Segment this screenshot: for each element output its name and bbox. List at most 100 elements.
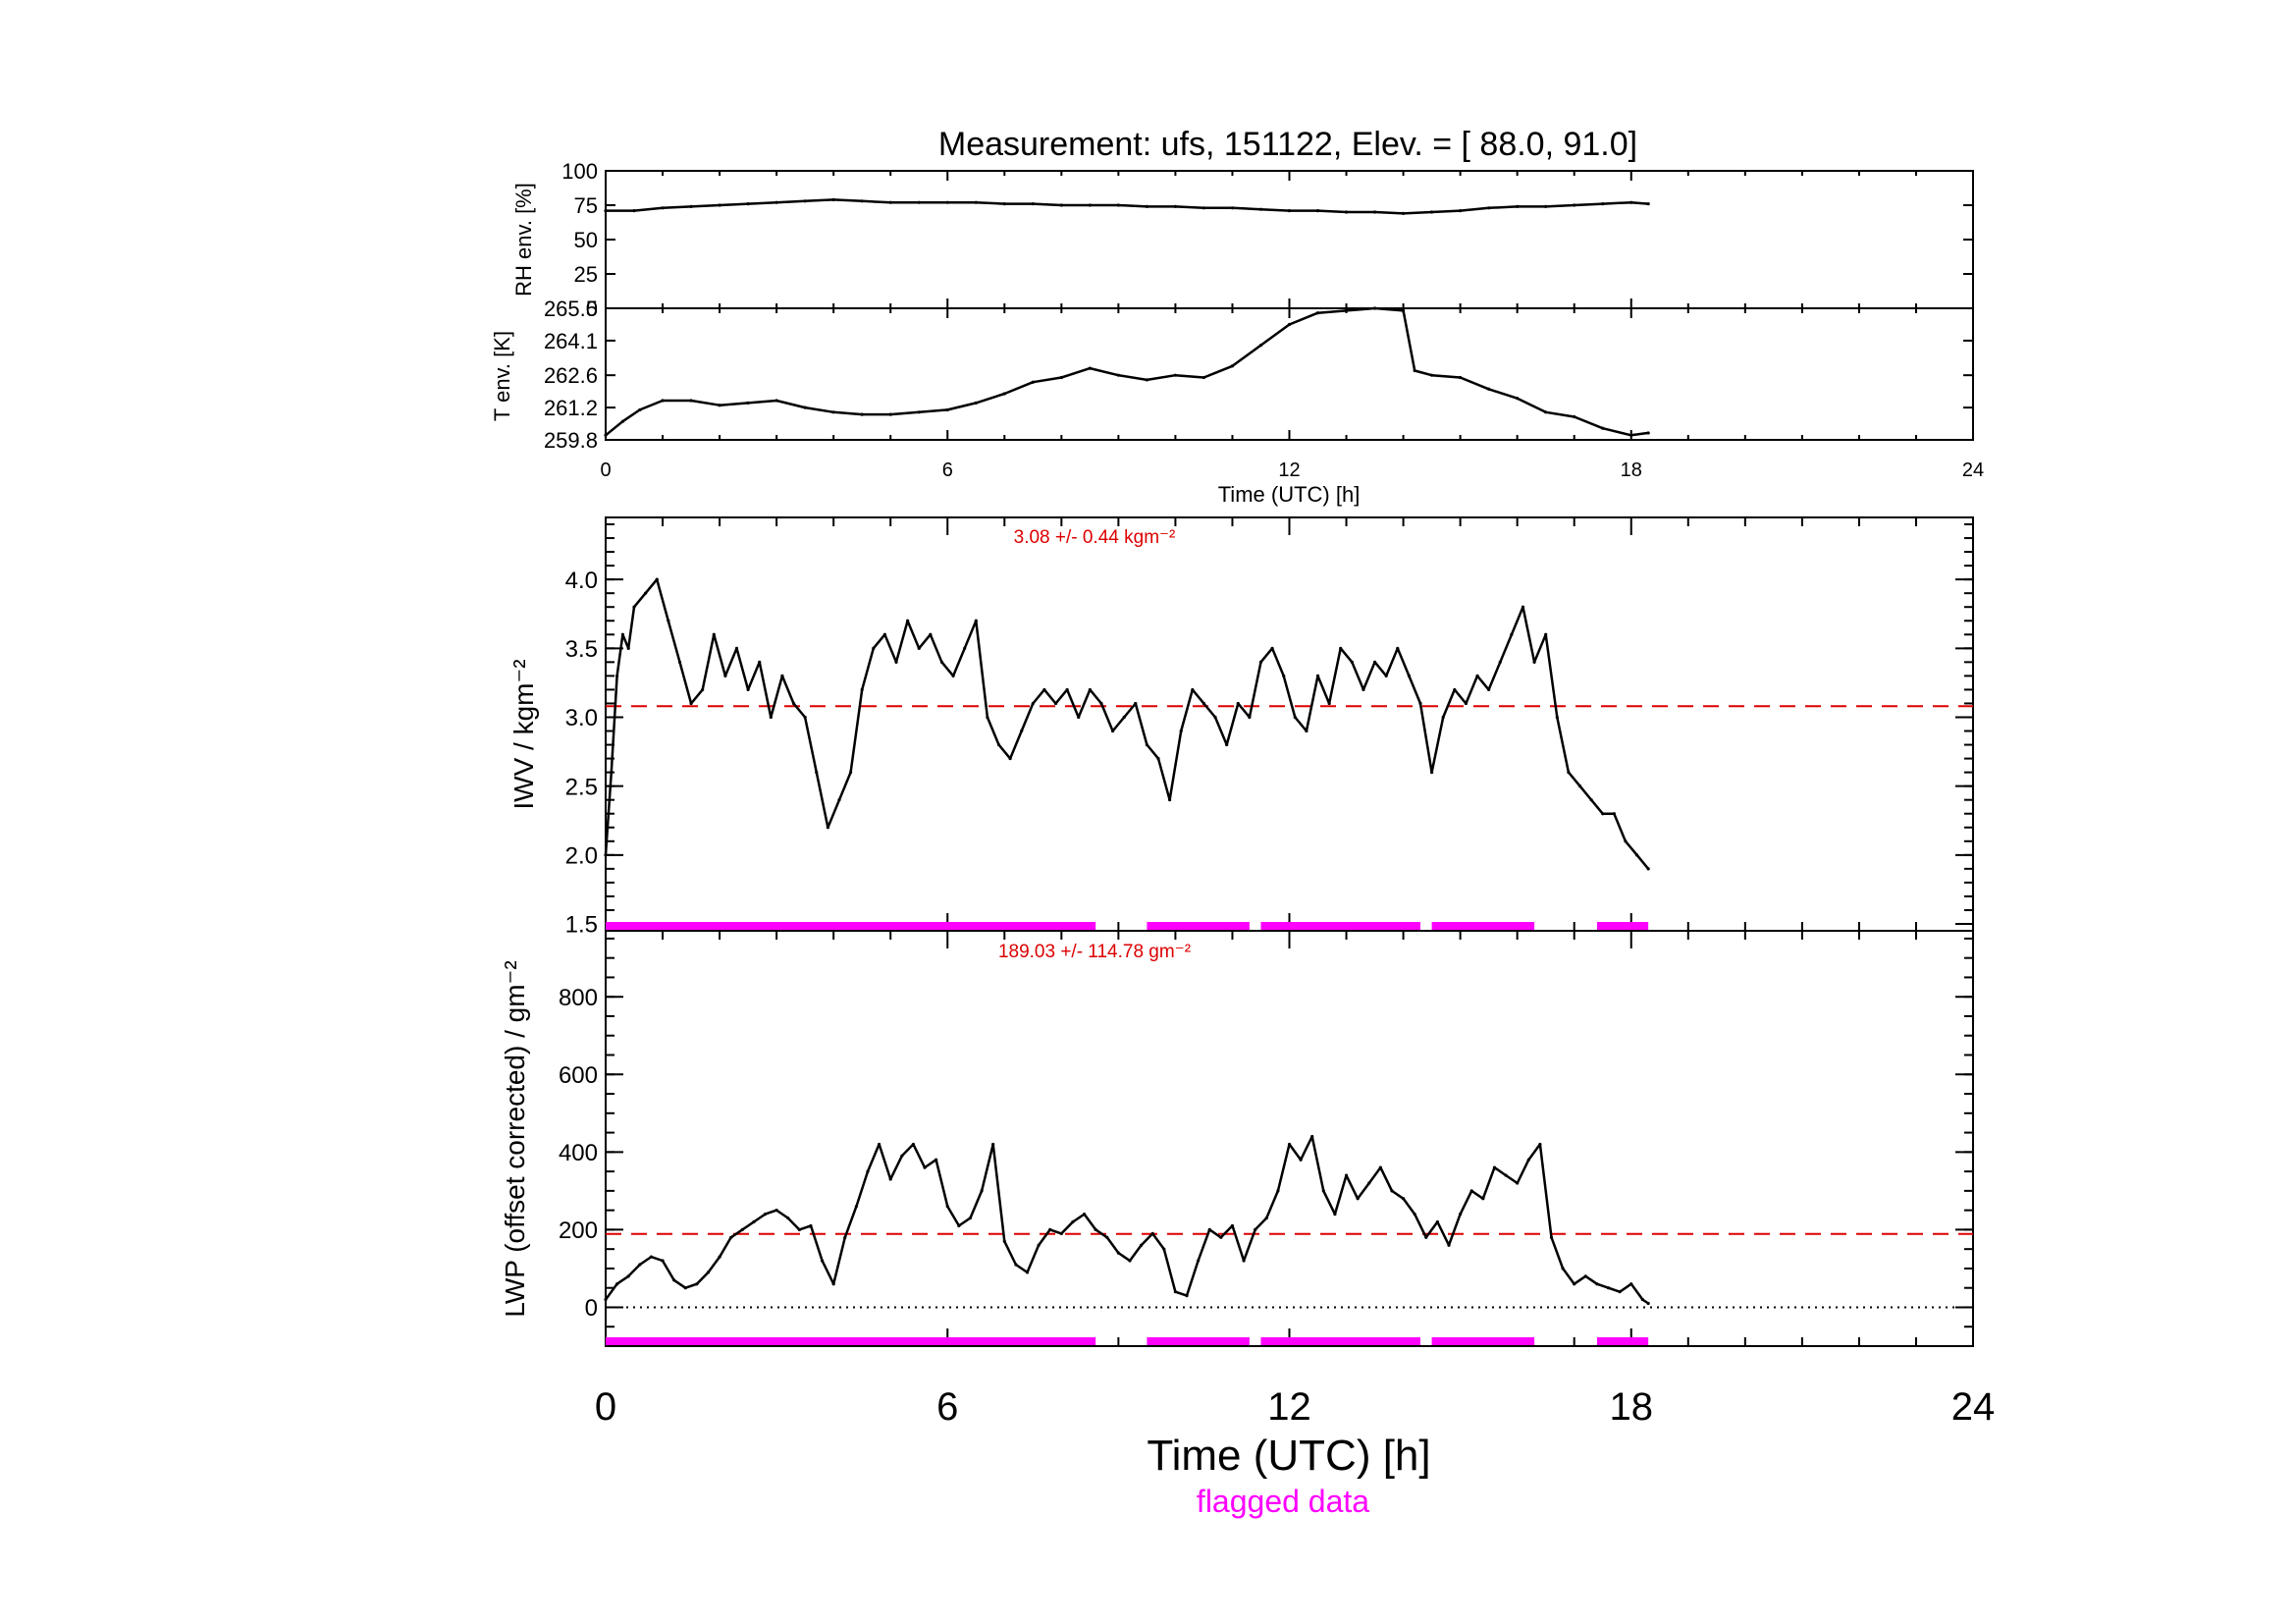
lwp-data-point: [1583, 1274, 1587, 1278]
lwp-data-point: [878, 1142, 881, 1147]
t-data-point: [831, 410, 835, 414]
lwp-data-point: [1082, 1212, 1087, 1217]
lwp-panel: LWP (offset corrected) / gm⁻² 189.03 +/-…: [500, 930, 1995, 1480]
lwp-data-point: [1116, 1251, 1120, 1255]
iwv-data-point: [1407, 674, 1411, 677]
rh-data-point: [1088, 203, 1092, 207]
iwv-y-tick-label: 4.0: [565, 568, 598, 594]
t-data-point: [1201, 375, 1206, 380]
t-series: [604, 306, 1650, 437]
iwv-data-point: [906, 619, 910, 622]
lwp-data-point: [1492, 1165, 1497, 1169]
lwp-x-axis-label: Time (UTC) [h]: [1147, 1432, 1430, 1480]
iwv-data-point: [1624, 839, 1628, 843]
iwv-data-point: [1634, 853, 1639, 857]
t-data-point: [1315, 311, 1320, 315]
iwv-series-line: [604, 577, 1650, 870]
t-data-point: [974, 401, 978, 405]
iwv-data-point: [791, 701, 796, 706]
lwp-data-point: [968, 1216, 973, 1220]
lwp-data-point: [1573, 1282, 1576, 1286]
lwp-flag-bar: [1596, 1337, 1649, 1345]
iwv-data-point: [1418, 701, 1422, 706]
iwv-data-point: [1555, 715, 1559, 720]
rh-data-point: [632, 209, 636, 213]
iwv-data-point: [1258, 660, 1263, 664]
iwv-data-point: [1396, 646, 1400, 650]
lwp-data-point: [1299, 1158, 1303, 1162]
lwp-data-point: [1629, 1282, 1633, 1286]
iwv-data-point: [632, 605, 636, 609]
rh-data-point: [604, 209, 608, 213]
lwp-flag-bars: [606, 1337, 1649, 1345]
t-data-point: [1459, 375, 1463, 380]
lwp-data-point: [1197, 1259, 1201, 1263]
lwp-data-point: [615, 1282, 619, 1286]
iwv-data-point: [644, 591, 648, 595]
t-data-point: [1516, 397, 1520, 401]
rh-data-point: [1544, 204, 1548, 208]
rh-data-point: [1573, 203, 1576, 207]
lwp-flag-bar: [1260, 1337, 1420, 1345]
iwv-data-point: [1646, 867, 1650, 871]
lwp-data-point: [1150, 1231, 1154, 1235]
iwv-data-point: [1362, 687, 1365, 692]
rh-x-ticks: [605, 171, 1974, 308]
t-data-point: [689, 399, 693, 403]
iwv-annotation: 3.08 +/- 0.44 kgm⁻²: [1014, 527, 1176, 548]
lwp-x-tick-labels: 0 6 12 18 24: [595, 1385, 1995, 1429]
lwp-data-point: [1606, 1286, 1611, 1290]
t-x-ticks: [605, 308, 1974, 440]
lwp-series-line: [604, 1135, 1649, 1305]
iwv-data-point: [701, 687, 705, 692]
rh-data-point: [1002, 202, 1006, 206]
rh-data-point: [945, 200, 949, 204]
lwp-data-point: [1618, 1290, 1622, 1294]
rh-data-point: [860, 199, 864, 203]
lwp-x-tick-label: 18: [1610, 1385, 1654, 1429]
iwv-data-point: [1020, 729, 1024, 733]
rh-data-point: [831, 197, 835, 201]
iwv-data-point: [1145, 742, 1148, 747]
lwp-data-point: [706, 1271, 711, 1274]
lwp-data-point: [1287, 1142, 1292, 1147]
iwv-data-point: [1077, 715, 1081, 720]
iwv-data-point: [1430, 771, 1434, 775]
iwv-data-point: [1110, 729, 1115, 733]
iwv-data-point: [758, 660, 762, 664]
rh-data-point: [1201, 206, 1206, 210]
iwv-data-point: [677, 660, 682, 664]
lwp-plot-frame: [605, 930, 1974, 1347]
lwp-series: [604, 1134, 1650, 1306]
rh-y-tick-label: 75: [574, 193, 598, 218]
t-x-tick-label: 12: [1278, 460, 1300, 481]
lwp-data-point: [1435, 1219, 1440, 1224]
iwv-data-point: [1315, 674, 1320, 677]
lwp-data-point: [809, 1223, 813, 1228]
lwp-data-point: [1356, 1197, 1360, 1201]
iwv-data-point: [1088, 687, 1092, 692]
t-data-point: [1031, 380, 1035, 384]
iwv-data-point: [963, 646, 967, 650]
lwp-data-point: [991, 1142, 995, 1147]
lwp-data-point: [774, 1209, 778, 1213]
rh-data-point: [1173, 204, 1178, 208]
t-plot-frame: [605, 307, 1974, 441]
iwv-data-point: [1236, 701, 1240, 706]
lwp-data-point: [1595, 1282, 1599, 1286]
lwp-data-point: [1424, 1235, 1428, 1239]
lwp-data-point: [1640, 1297, 1644, 1302]
iwv-y-axis-label: IWV / kgm⁻²: [508, 659, 539, 809]
t-data-point: [1430, 373, 1434, 377]
lwp-data-point: [945, 1205, 949, 1209]
lwp-x-tick-label: 12: [1267, 1385, 1311, 1429]
iwv-data-point: [1213, 715, 1217, 720]
t-data-point: [1287, 322, 1292, 327]
lwp-data-point: [854, 1205, 858, 1209]
lwp-data-point: [888, 1177, 892, 1181]
rh-data-point: [1344, 210, 1349, 214]
iwv-data-point: [974, 619, 978, 622]
iwv-data-point: [1225, 742, 1229, 747]
iwv-data-point: [894, 660, 898, 664]
